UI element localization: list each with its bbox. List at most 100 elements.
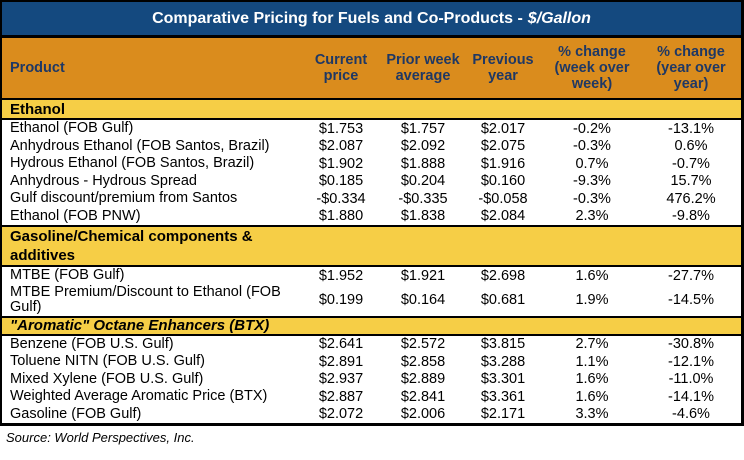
cell-pct-change-wow: 1.6%: [575, 388, 609, 405]
table-row: Toluene NITN (FOB U.S. Gulf) $2.891 $2.8…: [2, 353, 741, 371]
cell-product: Weighted Average Aromatic Price (BTX): [10, 388, 268, 404]
column-header-row: Product Current price Prior week average…: [2, 38, 741, 100]
cell-previous-year: $2.698: [480, 267, 526, 284]
cell-pct-change-wow: 1.6%: [575, 371, 609, 388]
cell-product: Anhydrous Ethanol (FOB Santos, Brazil): [10, 137, 270, 154]
table-row: Ethanol (FOB PNW) $1.880 $1.838 $2.084 2…: [2, 208, 741, 226]
cell-previous-year: $0.681: [480, 292, 526, 308]
cell-product: Gulf discount/premium from Santos: [10, 190, 238, 206]
cell-current-price: -$0.334: [316, 190, 366, 207]
cell-current-price: $1.753: [318, 120, 364, 137]
cell-pct-change-wow: -9.3%: [573, 173, 611, 190]
cell-product: MTBE (FOB Gulf): [10, 267, 125, 283]
cell-prior-week-average: $2.006: [400, 406, 446, 423]
cell-product: MTBE Premium/Discount to Ethanol (FOB Gu…: [10, 283, 281, 315]
cell-prior-week-average: $1.888: [400, 155, 446, 172]
cell-previous-year: $2.017: [480, 120, 526, 137]
table-title: Comparative Pricing for Fuels and Co-Pro…: [2, 2, 741, 38]
cell-current-price: $1.902: [318, 155, 364, 172]
cell-product: Anhydrous - Hydrous Spread: [10, 172, 197, 189]
cell-product: Gasoline (FOB Gulf): [10, 405, 142, 422]
section-label: "Aromatic" Octane Enhancers (BTX): [10, 317, 270, 334]
table-row: Gasoline (FOB Gulf) $2.072 $2.006 $2.171…: [2, 406, 741, 424]
table-row: Ethanol (FOB Gulf) $1.753 $1.757 $2.017 …: [2, 120, 741, 138]
cell-prior-week-average: $1.838: [400, 208, 446, 225]
title-unit: $/Gallon: [527, 9, 591, 27]
table-row: Benzene (FOB U.S. Gulf) $2.641 $2.572 $3…: [2, 336, 741, 354]
cell-prior-week-average: $2.889: [400, 371, 446, 388]
cell-prior-week-average: $1.921: [400, 267, 446, 284]
cell-product: Ethanol (FOB PNW): [10, 207, 141, 224]
cell-previous-year: $2.075: [480, 138, 526, 155]
section-label: Gasoline/Chemical components & additives: [10, 228, 253, 264]
pricing-table: Comparative Pricing for Fuels and Co-Pro…: [0, 0, 744, 426]
cell-current-price: $2.891: [318, 353, 364, 370]
cell-pct-change-wow: 3.3%: [575, 406, 609, 423]
section-label: Ethanol: [10, 100, 65, 118]
source-note: Source: World Perspectives, Inc.: [6, 430, 195, 445]
section-header-aromatic-btx: "Aromatic" Octane Enhancers (BTX): [2, 315, 741, 336]
cell-previous-year: $2.084: [480, 208, 526, 225]
cell-previous-year: $3.815: [480, 336, 526, 353]
cell-current-price: $2.887: [318, 388, 364, 405]
cell-product: Mixed Xylene (FOB U.S. Gulf): [10, 370, 204, 387]
cell-pct-change-wow: 2.7%: [575, 336, 609, 353]
cell-prior-week-average: $1.757: [400, 120, 446, 137]
table-row: Mixed Xylene (FOB U.S. Gulf) $2.937 $2.8…: [2, 371, 741, 389]
col-header-pct-change-yoy: % change (year over year): [656, 44, 726, 92]
table-row: MTBE Premium/Discount to Ethanol (FOB Gu…: [2, 283, 741, 316]
cell-product: Toluene NITN (FOB U.S. Gulf): [10, 353, 205, 369]
col-header-product: Product: [10, 60, 65, 76]
cell-pct-change-wow: -0.3%: [573, 190, 611, 207]
cell-pct-change-wow: -0.2%: [573, 120, 611, 137]
cell-prior-week-average: $2.572: [400, 336, 446, 353]
table-row: Anhydrous Ethanol (FOB Santos, Brazil) $…: [2, 138, 741, 156]
cell-pct-change-yoy: 0.6%: [674, 138, 708, 155]
cell-pct-change-yoy: -4.6%: [672, 406, 710, 423]
cell-current-price: $0.185: [318, 173, 364, 190]
cell-prior-week-average: $2.841: [400, 388, 446, 405]
table-row: Weighted Average Aromatic Price (BTX) $2…: [2, 388, 741, 406]
table-row: Anhydrous - Hydrous Spread $0.185 $0.204…: [2, 173, 741, 191]
cell-current-price: $2.937: [318, 371, 364, 388]
cell-current-price: $2.072: [318, 406, 364, 423]
cell-prior-week-average: -$0.335: [398, 190, 448, 207]
cell-pct-change-yoy: -14.1%: [668, 388, 714, 405]
cell-pct-change-yoy: -11.0%: [668, 371, 714, 388]
cell-prior-week-average: $2.858: [400, 353, 446, 370]
cell-previous-year: $2.171: [480, 406, 526, 423]
cell-previous-year: -$0.058: [478, 190, 528, 207]
cell-current-price: $2.641: [318, 336, 364, 353]
cell-previous-year: $0.160: [480, 173, 526, 190]
section-header-ethanol: Ethanol: [2, 100, 741, 120]
cell-pct-change-yoy: -13.1%: [668, 120, 714, 137]
col-header-prior-week-average: Prior week average: [386, 52, 460, 84]
cell-pct-change-wow: 1.1%: [575, 353, 609, 370]
col-header-current-price: Current price: [314, 52, 368, 84]
cell-current-price: $1.952: [318, 267, 364, 284]
cell-product: Hydrous Ethanol (FOB Santos, Brazil): [10, 155, 255, 171]
cell-pct-change-wow: 2.3%: [575, 208, 609, 225]
cell-pct-change-yoy: -9.8%: [672, 208, 710, 225]
cell-previous-year: $3.288: [480, 353, 526, 370]
cell-pct-change-yoy: -27.7%: [668, 267, 714, 284]
cell-pct-change-wow: 0.7%: [575, 155, 609, 172]
cell-prior-week-average: $2.092: [400, 138, 446, 155]
cell-pct-change-yoy: -14.5%: [668, 292, 714, 308]
cell-product: Ethanol (FOB Gulf): [10, 120, 134, 136]
cell-pct-change-yoy: -0.7%: [672, 155, 710, 172]
cell-pct-change-yoy: 15.7%: [670, 173, 712, 190]
cell-prior-week-average: $0.204: [400, 173, 446, 190]
cell-current-price: $1.880: [318, 208, 364, 225]
cell-product: Benzene (FOB U.S. Gulf): [10, 335, 174, 352]
cell-pct-change-wow: 1.6%: [575, 267, 609, 284]
cell-pct-change-yoy: -30.8%: [668, 336, 714, 353]
cell-pct-change-yoy: 476.2%: [666, 190, 716, 207]
title-text: Comparative Pricing for Fuels and Co-Pro…: [152, 9, 523, 27]
table-row: Gulf discount/premium from Santos -$0.33…: [2, 190, 741, 208]
cell-previous-year: $1.916: [480, 155, 526, 172]
cell-previous-year: $3.361: [480, 388, 526, 405]
cell-prior-week-average: $0.164: [400, 292, 446, 308]
cell-current-price: $0.199: [318, 292, 364, 308]
cell-current-price: $2.087: [318, 138, 364, 155]
